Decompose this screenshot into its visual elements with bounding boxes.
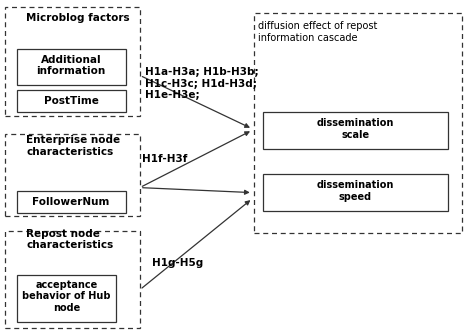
FancyBboxPatch shape [17,90,126,112]
Text: PostTime: PostTime [44,96,99,106]
FancyBboxPatch shape [5,7,140,116]
Text: dissemination
scale: dissemination scale [317,118,394,140]
FancyBboxPatch shape [263,174,448,211]
Text: Microblog factors: Microblog factors [26,13,130,23]
FancyBboxPatch shape [17,275,116,322]
FancyBboxPatch shape [17,191,126,213]
FancyBboxPatch shape [5,134,140,216]
Text: dissemination
speed: dissemination speed [317,180,394,202]
FancyBboxPatch shape [5,231,140,328]
Text: diffusion effect of repost
information cascade: diffusion effect of repost information c… [258,21,378,43]
Text: Enterprise node
characteristics: Enterprise node characteristics [26,135,120,156]
Text: H1a-H3a; H1b-H3b;
H1c-H3c; H1d-H3d;
H1e-H3e;: H1a-H3a; H1b-H3b; H1c-H3c; H1d-H3d; H1e-… [145,67,258,100]
Text: Additional
information: Additional information [36,55,106,76]
Text: FollowerNum: FollowerNum [32,197,110,207]
FancyBboxPatch shape [17,49,126,85]
FancyBboxPatch shape [263,112,448,149]
Text: Repost node
characteristics: Repost node characteristics [26,229,113,250]
Text: acceptance
behavior of Hub
node: acceptance behavior of Hub node [22,280,110,313]
Text: H1f-H3f: H1f-H3f [142,154,188,164]
Text: H1g-H5g: H1g-H5g [152,258,203,268]
FancyBboxPatch shape [254,13,462,233]
